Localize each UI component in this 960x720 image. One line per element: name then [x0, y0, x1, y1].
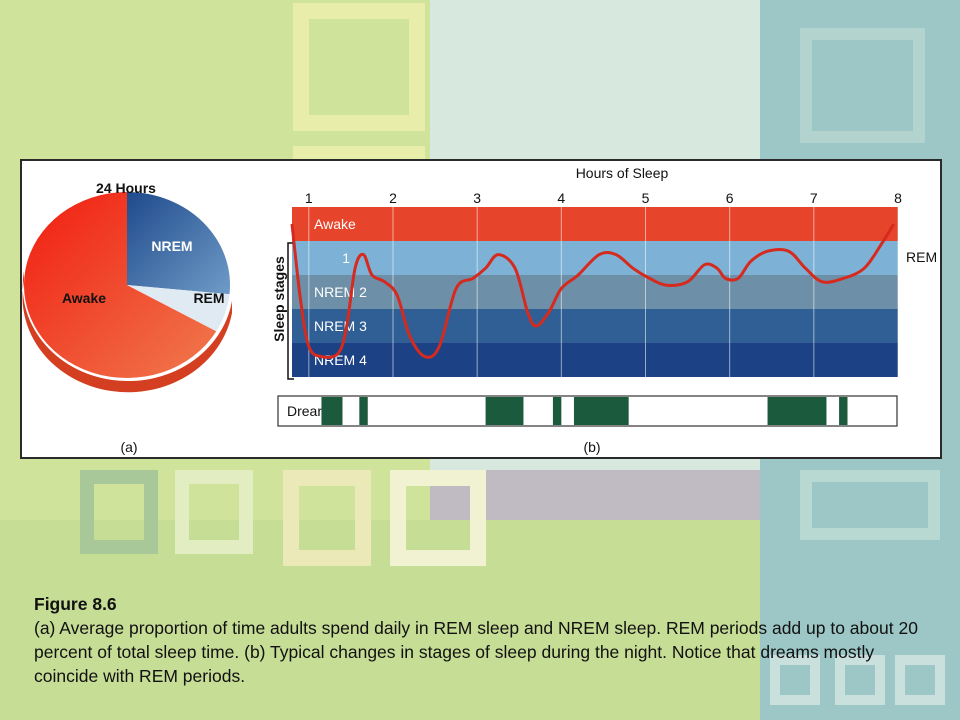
sleep-stages-bracket — [287, 242, 294, 380]
panel-label-a: (a) — [120, 439, 137, 455]
dream-interval — [552, 397, 562, 425]
stage-label: NREM 4 — [314, 352, 367, 368]
hour-tick-label: 1 — [305, 190, 313, 206]
background-frame-square — [800, 470, 940, 540]
background-frame-square — [80, 470, 158, 554]
y-axis-title: Sleep stages — [271, 256, 287, 342]
pie-label-awake: Awake — [62, 290, 106, 306]
dream-interval — [573, 397, 629, 425]
dream-interval — [767, 397, 827, 425]
figure-panel: 24 Hours Awake NREM REM (a) Awake 1 NREM 2… — [20, 159, 942, 459]
background-frame-square — [390, 470, 486, 566]
stage-label: 1 — [342, 250, 350, 266]
hour-tick-label: 8 — [894, 190, 902, 206]
stage-label: NREM 3 — [314, 318, 367, 334]
rem-label: REM — [906, 249, 937, 265]
sleep-stage-curve — [290, 223, 896, 359]
dream-interval — [321, 397, 343, 425]
stage-band — [292, 207, 898, 241]
pie-title: 24 Hours — [96, 180, 156, 196]
background-frame-square — [800, 28, 925, 143]
panel-label-b: (b) — [583, 439, 600, 455]
pie-label-nrem: NREM — [151, 238, 192, 254]
caption-title: Figure 8.6 — [34, 594, 117, 614]
dream-interval — [485, 397, 524, 425]
hour-tick-label: 4 — [557, 190, 565, 206]
stage-band — [292, 343, 898, 377]
stage-label: NREM 2 — [314, 284, 367, 300]
pie-label-rem: REM — [193, 290, 224, 306]
x-axis-title: Hours of Sleep — [576, 165, 669, 181]
pie-slice-nrem — [127, 192, 231, 295]
stage-band — [292, 309, 898, 343]
background-yellow-square — [293, 3, 425, 131]
background-frame-square — [835, 655, 885, 705]
background-frame-square — [175, 470, 253, 554]
stage-label: Awake — [314, 216, 356, 232]
hour-tick-label: 6 — [726, 190, 734, 206]
dream-interval — [359, 397, 368, 425]
hour-tick-label: 3 — [473, 190, 481, 206]
figure-caption: Figure 8.6 (a) Average proportion of tim… — [34, 592, 939, 688]
background-frame-square — [283, 470, 371, 566]
background-frame-square — [895, 655, 945, 705]
pie-slice-rem — [127, 285, 230, 332]
stage-bands: Awake 1 NREM 2 NREM 3 NREM 4 — [292, 207, 898, 377]
caption-text: (a) Average proportion of time adults sp… — [34, 618, 918, 686]
hour-tick-label: 5 — [642, 190, 650, 206]
hour-tick-label: 7 — [810, 190, 818, 206]
dream-interval — [839, 397, 848, 425]
background-frame-square — [770, 655, 820, 705]
dream-intervals — [321, 397, 848, 425]
hour-gridlines — [308, 207, 899, 377]
pie-slice-awake — [23, 192, 217, 378]
hour-tick-label: 2 — [389, 190, 397, 206]
dreams-bar: Dreams — [277, 395, 898, 427]
pie-chart: 24 Hours Awake NREM REM (a) — [22, 180, 232, 455]
hour-tick-labels: 1 2 3 4 5 6 7 8 — [305, 190, 902, 206]
